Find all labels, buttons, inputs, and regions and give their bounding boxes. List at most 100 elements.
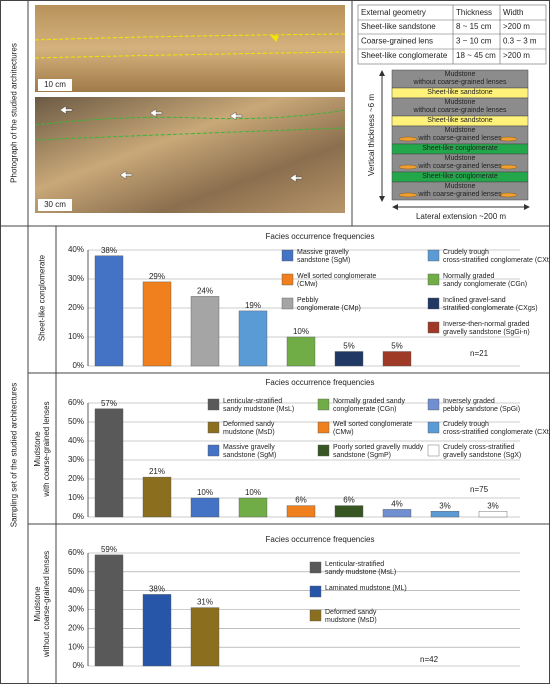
table-cell: >200 m <box>503 22 530 31</box>
value-label: 31% <box>197 598 213 607</box>
sample-size: n=75 <box>470 485 489 494</box>
layer-label: Sheet-like sandstone <box>427 117 493 124</box>
table-cell: 18 ~ 45 cm <box>456 51 496 60</box>
legend-label: Crudely cross-stratified gravelly sandst… <box>443 444 522 459</box>
legend-label: Deformed sandy mudstone (MsD) <box>325 609 377 624</box>
y-tick-label: 30% <box>68 274 84 283</box>
legend-swatch <box>281 249 294 262</box>
legend-swatch <box>317 421 330 434</box>
bar <box>382 509 412 518</box>
value-label: 29% <box>149 272 165 281</box>
sample-size: n=21 <box>470 349 489 358</box>
lens <box>398 164 418 170</box>
contact-line <box>34 109 346 126</box>
value-label: 3% <box>487 501 499 510</box>
photo <box>35 5 345 92</box>
table-cell: >200 m <box>503 51 530 60</box>
legend-swatch <box>427 444 440 457</box>
legend-label: Crudely trough cross-stratified conglome… <box>443 421 550 436</box>
layer-label: Mudstone without coarse-grainde lenses <box>413 99 507 114</box>
contact-line <box>34 33 346 41</box>
layer-label: Mudstone with coarse-grained lenses <box>418 155 502 170</box>
legend-label: Well sorted conglomerate (CMw) <box>297 273 377 288</box>
table-cell: 3 ~ 10 cm <box>456 37 492 46</box>
bar <box>94 554 124 667</box>
chart-title: Facies occurrence frequencies <box>266 535 375 544</box>
table-cell: Sheet-like sandstone <box>361 22 436 31</box>
legend-swatch <box>427 321 440 334</box>
bar <box>430 511 460 518</box>
value-label: 5% <box>391 342 403 351</box>
legend-swatch <box>207 421 220 434</box>
lens <box>398 136 418 142</box>
y-tick-label: 60% <box>68 548 84 557</box>
panel-label: Sheet-like conglomerate <box>37 254 47 342</box>
legend-label: Poorly sorted gravelly muddy sandstone (… <box>333 444 424 459</box>
side-label: Photograph of the studied architectures <box>9 43 19 183</box>
chart-title: Facies occurrence frequencies <box>266 232 375 241</box>
bar <box>142 476 172 518</box>
table-cell: Sheet-like conglomerate <box>361 51 448 60</box>
y-tick-label: 40% <box>68 586 84 595</box>
legend-label: Massive gravelly sandstone (SgM) <box>297 249 351 264</box>
bar <box>334 351 364 367</box>
legend-swatch <box>317 398 330 411</box>
legend-label: Lenticular-stratified sandy mudstone (Ms… <box>325 561 397 576</box>
legend-swatch <box>309 561 322 574</box>
scale-label: 30 cm <box>44 200 66 209</box>
contact-line <box>34 127 346 141</box>
value-label: 24% <box>197 287 213 296</box>
legend-swatch <box>427 297 440 310</box>
legend-label: Inversely graded pebbly sandstone (SpGi) <box>443 398 521 413</box>
bar <box>478 511 508 518</box>
legend-label: Pebbly conglomerate (CMp) <box>297 297 361 312</box>
bar <box>238 310 268 367</box>
layer-label: Sheet-like conglomerate <box>422 173 498 180</box>
y-tick-label: 10% <box>68 332 84 341</box>
y-tick-label: 20% <box>68 303 84 312</box>
bar <box>142 281 172 367</box>
legend-label: Well sorted conglomerate (CMw) <box>333 421 413 436</box>
bar <box>286 505 316 518</box>
legend-label: Inverse-then-normal graded gravelly sand… <box>443 321 530 336</box>
value-label: 21% <box>149 467 165 476</box>
table-cell: Coarse-grained lens <box>361 37 433 46</box>
legend-swatch <box>207 398 220 411</box>
legend-label: Lenticular-stratified sandy mudstone (Ms… <box>223 398 295 413</box>
layer <box>391 181 529 201</box>
y-tick-label: 20% <box>68 623 84 632</box>
y-tick-label: 50% <box>68 417 84 426</box>
y-tick-label: 40% <box>68 436 84 445</box>
y-tick-label: 60% <box>68 398 84 407</box>
table-cell: 0.3 ~ 3 m <box>503 37 537 46</box>
vertical-label: Vertical thickness ~6 m <box>367 94 376 176</box>
layer-label: Mudstone without coarse-grained lenses <box>413 71 507 86</box>
legend-swatch <box>281 297 294 310</box>
layer-label: Sheet-like conglomerate <box>422 145 498 152</box>
table-header: External geometry <box>361 8 426 17</box>
y-tick-label: 10% <box>68 493 84 502</box>
value-label: 19% <box>245 301 261 310</box>
bar <box>238 497 268 518</box>
value-label: 4% <box>391 500 403 509</box>
legend-swatch <box>281 273 294 286</box>
lateral-label: Lateral extension ~200 m <box>416 212 506 221</box>
side-label: Sampling set of the studied architecture… <box>9 382 19 528</box>
scale-label: 10 cm <box>44 80 66 89</box>
value-label: 38% <box>149 585 165 594</box>
sample-size: n=42 <box>420 655 439 664</box>
legend-swatch <box>309 609 322 622</box>
table-header: Thickness <box>456 8 492 17</box>
bar <box>382 351 412 367</box>
arrow <box>270 35 279 42</box>
contact-line <box>34 51 346 59</box>
photo <box>35 97 345 213</box>
value-label: 57% <box>101 399 117 408</box>
layer-label: Mudstone with coarse-grained lenses <box>418 127 502 142</box>
bar <box>94 255 124 367</box>
layer-label: Mudstone with coarse-grained lenses <box>418 183 502 198</box>
legend-label: Crudely trough cross-stratified conglome… <box>443 249 550 264</box>
legend-label: Normally graded sandy conglomerate (CGn) <box>333 398 405 413</box>
bar <box>334 505 364 518</box>
bar <box>142 594 172 667</box>
